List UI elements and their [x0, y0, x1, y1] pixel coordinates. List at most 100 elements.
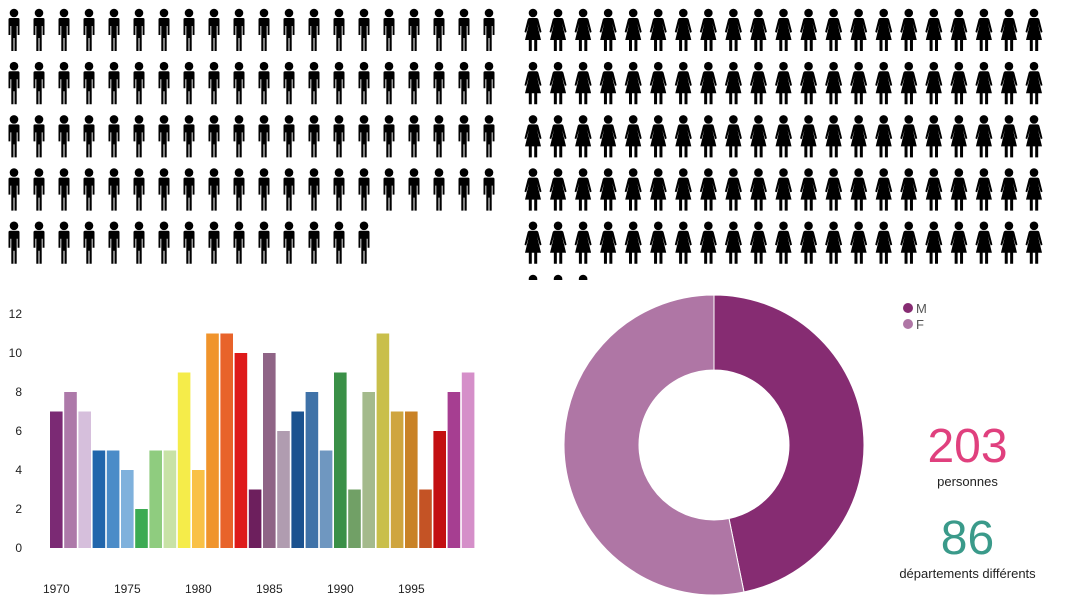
female-person-icon [875, 8, 893, 51]
female-person-icon [749, 8, 767, 51]
persons-count: 203 [927, 420, 1008, 473]
male-person-icon [233, 168, 245, 211]
male-person-icon [233, 61, 245, 105]
female-person-icon [724, 221, 742, 264]
bar[interactable] [348, 489, 361, 549]
male-person-icon [83, 8, 95, 51]
bar[interactable] [433, 431, 446, 548]
legend-item-f[interactable]: F [903, 316, 927, 332]
female-person-icon [925, 61, 943, 105]
male-person-icon [108, 221, 120, 264]
bar[interactable] [390, 411, 404, 549]
bar[interactable] [220, 333, 233, 549]
male-person-icon [183, 61, 195, 105]
donut-slice-f[interactable] [563, 294, 745, 596]
female-person-icon [950, 168, 968, 211]
bar[interactable] [305, 392, 319, 548]
female-person-icon [975, 168, 993, 211]
legend-item-m[interactable]: M [903, 300, 927, 316]
bar[interactable] [121, 470, 134, 548]
male-person-icon [258, 221, 270, 264]
bar[interactable] [376, 333, 390, 549]
bar[interactable] [177, 372, 191, 549]
female-person-icon [549, 221, 567, 264]
female-person-icon [850, 8, 868, 51]
female-person-icon [524, 168, 542, 211]
female-person-icon [624, 8, 642, 51]
male-person-icon [358, 8, 370, 51]
legend-dot-m [903, 303, 913, 313]
female-person-icon [975, 61, 993, 105]
y-tick-label: 8 [15, 385, 22, 399]
male-person-icon [233, 221, 245, 264]
bar[interactable] [163, 450, 177, 549]
female-person-icon [775, 221, 792, 264]
donut-slice-m[interactable] [713, 294, 865, 593]
male-person-icon [258, 168, 270, 211]
male-person-icon [8, 8, 20, 51]
male-person-icon [133, 115, 145, 158]
male-person-icon [233, 115, 245, 158]
bar[interactable] [234, 353, 248, 548]
bar[interactable] [334, 372, 347, 549]
female-person-icon [699, 115, 717, 158]
female-person-icon [674, 221, 692, 264]
female-person-icon [749, 61, 767, 105]
bar[interactable] [461, 372, 475, 549]
male-person-icon [158, 168, 170, 211]
female-person-icon [1025, 115, 1043, 158]
bar[interactable] [263, 353, 276, 548]
female-person-icon [875, 115, 893, 158]
bar[interactable] [149, 450, 162, 549]
male-person-icon [208, 168, 220, 211]
bar[interactable] [50, 411, 63, 549]
male-person-icon [83, 221, 95, 264]
bar[interactable] [419, 489, 432, 549]
male-person-icon [33, 221, 45, 264]
male-person-icon [33, 61, 45, 105]
male-person-icon [208, 221, 220, 264]
bar[interactable] [192, 470, 205, 548]
female-person-icon [800, 8, 818, 51]
male-person-icon [208, 61, 220, 105]
female-person-icon [800, 168, 818, 211]
bar[interactable] [135, 509, 148, 548]
male-person-icon [483, 115, 495, 158]
female-person-icon [599, 8, 617, 51]
female-person-icon [850, 61, 868, 105]
female-person-icon [1025, 61, 1043, 105]
bar[interactable] [106, 450, 120, 549]
bar[interactable] [248, 489, 262, 549]
female-person-icon [1000, 115, 1018, 158]
female-person-icon [574, 221, 592, 264]
bar[interactable] [277, 431, 290, 548]
female-person-icon [950, 8, 968, 51]
female-person-icon [649, 221, 667, 264]
bar[interactable] [64, 392, 77, 548]
male-person-icon [83, 168, 95, 211]
bar[interactable] [206, 333, 219, 549]
female-person-icon [800, 115, 818, 158]
female-person-icon [825, 61, 843, 105]
bar[interactable] [78, 411, 91, 549]
bar[interactable] [362, 392, 375, 548]
female-person-icon [775, 115, 792, 158]
gender-donut-chart [563, 294, 865, 596]
female-person-icon [900, 61, 918, 105]
x-tick-label: 1995 [398, 582, 425, 596]
male-person-icon [433, 115, 445, 158]
bar[interactable] [319, 450, 333, 549]
male-person-icon [283, 168, 295, 211]
female-person-icon [875, 61, 893, 105]
male-person-icon [233, 8, 245, 51]
female-person-icon [624, 168, 642, 211]
female-person-icon [524, 115, 542, 158]
bar[interactable] [447, 392, 461, 548]
male-person-icon [158, 115, 170, 158]
female-person-icon [599, 221, 617, 264]
bar[interactable] [92, 450, 106, 549]
bar[interactable] [405, 411, 418, 549]
male-person-icon [333, 115, 345, 158]
male-person-icon [58, 8, 70, 51]
bar[interactable] [291, 411, 304, 549]
